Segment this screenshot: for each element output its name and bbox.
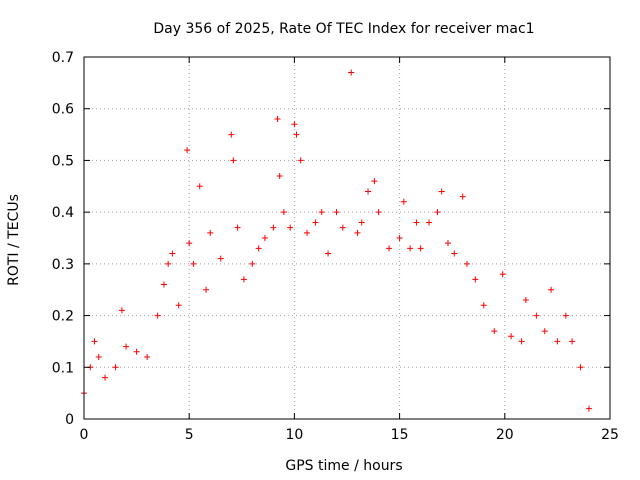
data-point <box>585 405 592 412</box>
data-point <box>339 224 346 231</box>
y-tick-label: 0.4 <box>52 205 74 221</box>
data-point <box>144 353 151 360</box>
data-point <box>577 364 584 371</box>
data-point <box>407 245 414 252</box>
data-point <box>522 297 529 304</box>
data-point <box>234 224 241 231</box>
data-point <box>325 250 332 257</box>
data-point <box>396 235 403 241</box>
data-point <box>169 250 176 257</box>
data-point <box>371 178 378 185</box>
data-point <box>175 302 182 309</box>
data-point <box>318 209 325 216</box>
y-tick-label: 0.1 <box>52 360 74 376</box>
data-point <box>255 245 262 252</box>
y-tick-label: 0 <box>65 412 74 428</box>
data-point <box>358 219 365 226</box>
data-point <box>261 235 268 241</box>
data-point <box>348 69 355 76</box>
data-point <box>304 229 311 236</box>
data-point <box>184 147 191 154</box>
data-point <box>417 245 424 252</box>
data-point <box>562 312 569 319</box>
data-point <box>270 224 277 231</box>
x-tick-label: 15 <box>391 427 409 443</box>
y-tick-label: 0.6 <box>52 102 74 118</box>
data-point <box>434 209 441 216</box>
data-point <box>354 229 361 236</box>
x-tick-label: 0 <box>80 427 89 443</box>
x-tick-label: 20 <box>496 427 514 443</box>
data-point <box>365 188 372 195</box>
data-point <box>451 250 458 257</box>
data-point <box>102 374 109 381</box>
data-point <box>444 240 451 247</box>
data-point <box>207 229 214 236</box>
data-point <box>190 260 197 267</box>
data-point <box>249 260 256 267</box>
data-point <box>541 328 548 335</box>
data-point <box>240 276 247 283</box>
data-point <box>312 219 319 226</box>
y-tick-label: 0.7 <box>52 50 74 66</box>
y-tick-label: 0.3 <box>52 257 74 273</box>
data-point <box>203 286 210 293</box>
data-point <box>186 240 193 247</box>
data-point <box>217 255 224 262</box>
data-point <box>459 193 466 200</box>
data-point <box>274 116 281 123</box>
y-tick-label: 0.5 <box>52 153 74 169</box>
data-point <box>426 219 433 226</box>
axis-ticks: 0 5 10 15 20 25 0 0.1 0.2 0.3 0.4 0.5 0.6 0.7 <box>52 50 619 443</box>
x-tick-label: 10 <box>285 427 303 443</box>
data-point <box>287 224 294 231</box>
data-point <box>276 172 283 179</box>
data-point <box>196 183 203 190</box>
data-point <box>438 188 445 195</box>
data-point <box>472 276 479 283</box>
data-point <box>297 157 304 164</box>
x-axis-label: GPS time / hours <box>285 458 402 474</box>
data-point <box>154 312 161 319</box>
data-points <box>81 69 592 412</box>
data-point <box>569 338 576 345</box>
data-point <box>230 157 237 164</box>
x-tick-label: 5 <box>185 427 194 443</box>
data-point <box>533 312 540 319</box>
data-point <box>508 333 515 340</box>
data-point <box>375 209 382 216</box>
data-point <box>480 302 487 309</box>
data-point <box>400 198 407 205</box>
data-point <box>112 364 119 371</box>
data-point <box>548 286 555 293</box>
data-point <box>133 348 140 355</box>
data-point <box>554 338 561 345</box>
data-point <box>165 260 172 267</box>
chart-title: Day 356 of 2025, Rate Of TEC Index for r… <box>153 21 534 37</box>
grid <box>84 57 610 419</box>
data-point <box>499 271 506 278</box>
data-point <box>413 219 420 226</box>
data-point <box>95 353 102 360</box>
plot-frame <box>83 56 611 420</box>
data-point <box>91 338 98 345</box>
data-point <box>333 209 340 216</box>
data-point <box>291 121 298 128</box>
y-tick-label: 0.2 <box>52 309 74 325</box>
data-point <box>491 328 498 335</box>
data-point <box>280 209 287 216</box>
data-point <box>118 307 125 314</box>
data-point <box>160 281 167 288</box>
data-point <box>228 131 235 138</box>
data-point <box>123 343 130 350</box>
data-point <box>293 131 300 138</box>
x-tick-label: 25 <box>601 427 619 443</box>
data-point <box>463 260 470 267</box>
y-axis-label: ROTI / TECUs <box>6 194 22 286</box>
data-point <box>386 245 393 252</box>
data-point <box>518 338 525 345</box>
